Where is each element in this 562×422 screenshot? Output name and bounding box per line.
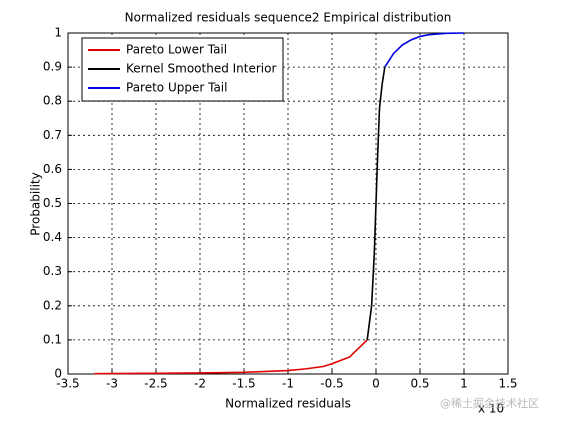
series-line	[94, 339, 368, 375]
series-line	[384, 32, 465, 68]
x-tick-label: 1.5	[498, 377, 517, 391]
x-tick-label: -1.5	[232, 377, 255, 391]
legend-label: Pareto Lower Tail	[126, 43, 227, 57]
y-tick-label: 1	[54, 26, 62, 40]
x-tick-label: -1	[282, 377, 294, 391]
x-tick-label: -2	[194, 377, 206, 391]
y-tick-label: 0.8	[43, 94, 62, 108]
y-tick-label: 0.2	[43, 298, 62, 312]
watermark: @稀土掘金技术社区	[440, 396, 539, 410]
x-tick-label: 0.5	[410, 377, 429, 391]
x-tick-label: -3	[106, 377, 118, 391]
y-tick-label: 0	[54, 367, 62, 381]
x-tick-label: 1	[460, 377, 468, 391]
y-tick-label: 0.7	[43, 128, 62, 142]
series-line	[366, 66, 386, 341]
y-axis-label: Probability	[29, 172, 43, 235]
axis-multiplier: x 10	[478, 402, 504, 416]
legend-label: Pareto Upper Tail	[126, 81, 227, 95]
y-tick-label: 0.4	[43, 230, 62, 244]
x-tick-label: 0	[372, 377, 380, 391]
x-tick-label: -2.5	[144, 377, 167, 391]
y-tick-label: 0.5	[43, 196, 62, 210]
y-tick-label: 0.9	[43, 60, 62, 74]
chart-title: Normalized residuals sequence2 Empirical…	[125, 11, 452, 25]
x-axis-label: Normalized residuals	[225, 397, 351, 411]
x-tick-label: -0.5	[320, 377, 343, 391]
x-tick-label: -3.5	[56, 377, 79, 391]
axes-box	[67, 32, 509, 375]
y-tick-label: 0.6	[43, 162, 62, 176]
legend-label: Kernel Smoothed Interior	[126, 62, 276, 76]
y-tick-label: 0.1	[43, 332, 62, 346]
y-tick-label: 0.3	[43, 264, 62, 278]
